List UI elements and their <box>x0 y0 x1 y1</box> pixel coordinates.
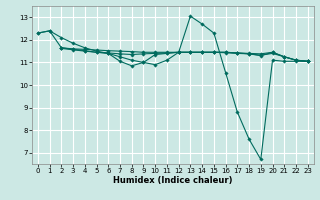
X-axis label: Humidex (Indice chaleur): Humidex (Indice chaleur) <box>113 176 233 185</box>
